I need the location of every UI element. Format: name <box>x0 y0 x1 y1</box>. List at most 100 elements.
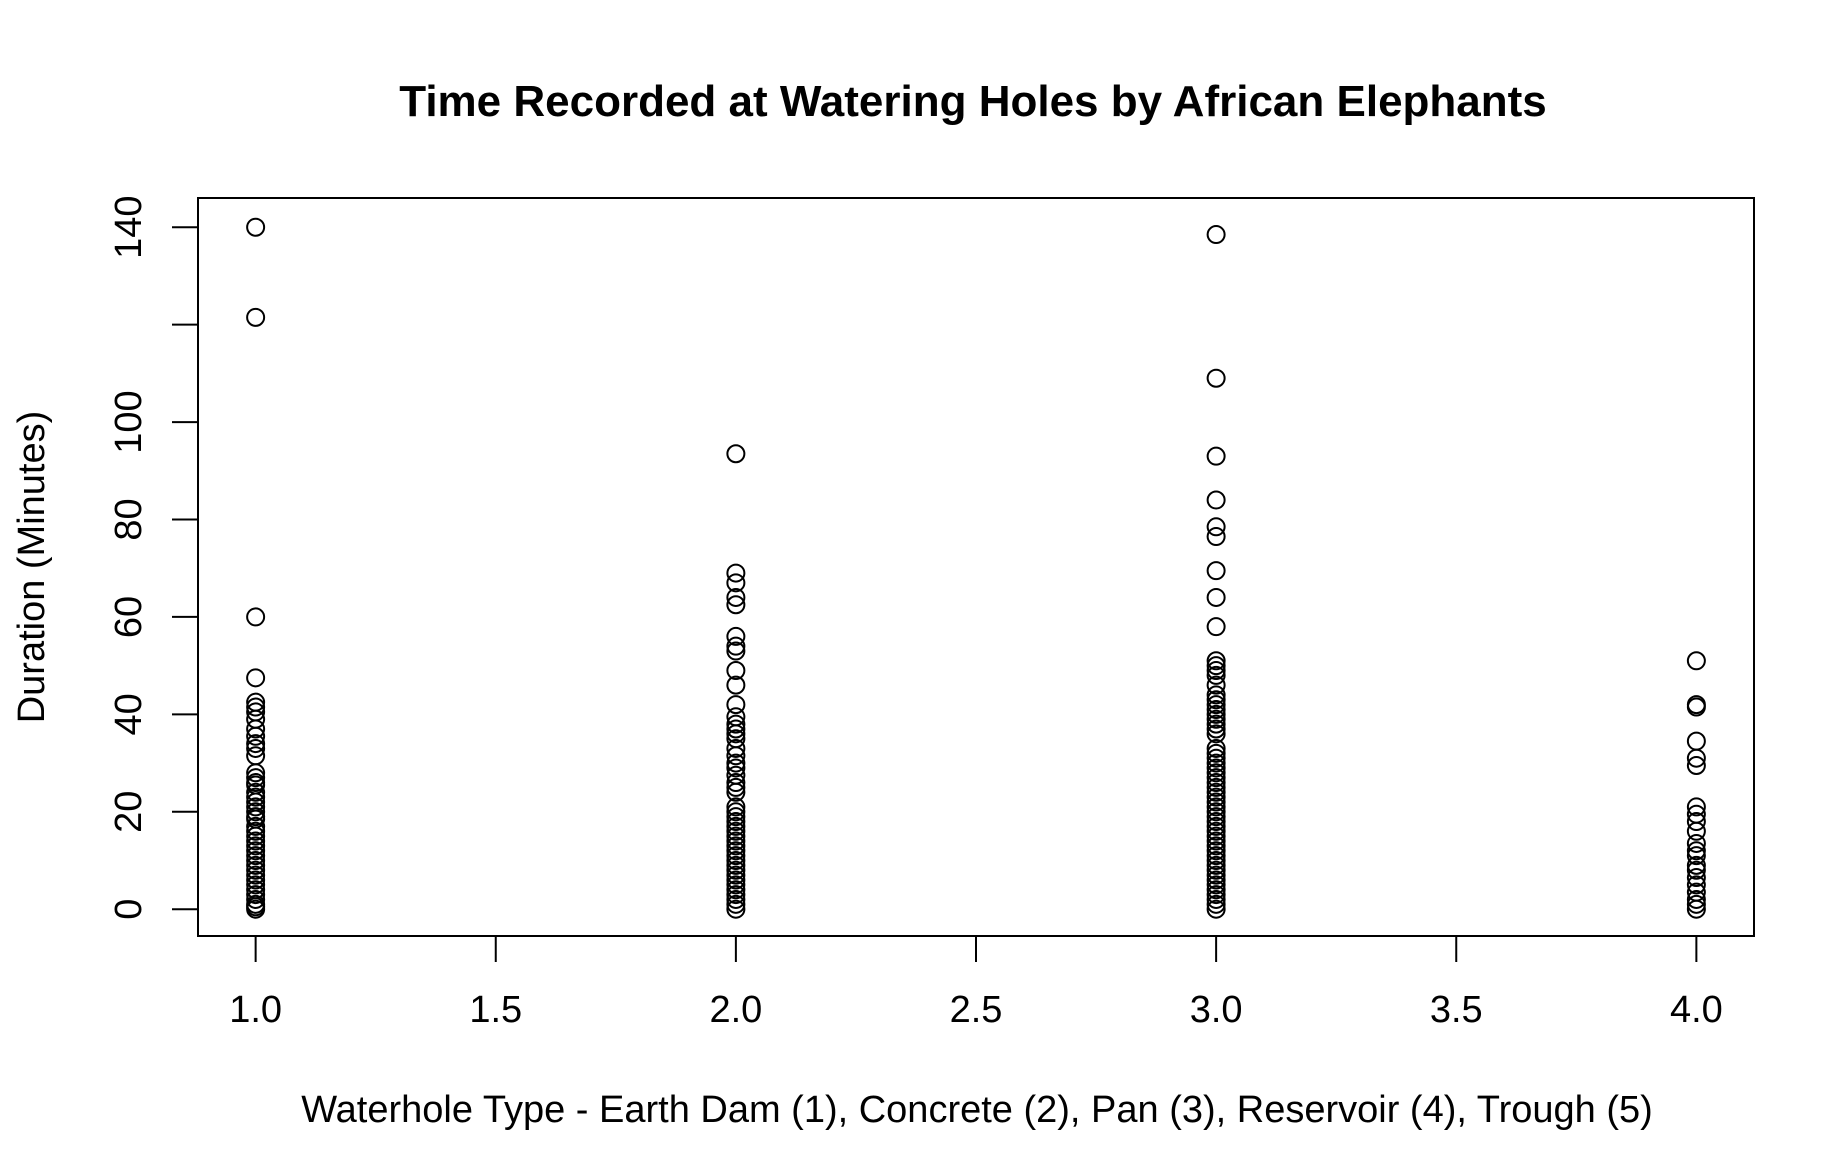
data-point <box>1206 821 1226 841</box>
data-point <box>726 724 746 744</box>
data-point <box>1206 446 1226 466</box>
x-axis: 1.0 1.5 2.0 2.5 3.0 3.5 4.0 <box>229 935 1723 1031</box>
data-point <box>1206 763 1226 783</box>
data-point <box>246 726 266 746</box>
y-axis: 0 20 40 60 80 100 140 <box>108 196 199 920</box>
data-point <box>1686 855 1706 875</box>
data-point <box>246 738 266 758</box>
data-point <box>726 865 746 885</box>
data-point <box>1206 753 1226 773</box>
data-point <box>1686 812 1706 832</box>
data-point <box>1206 894 1226 914</box>
data-point <box>1206 685 1226 705</box>
y-axis-label: Duration (Minutes) <box>11 411 53 724</box>
data-point <box>726 899 746 919</box>
data-point <box>1686 889 1706 909</box>
data-point <box>1206 870 1226 890</box>
data-point <box>726 889 746 909</box>
data-point <box>1206 617 1226 637</box>
data-point <box>726 885 746 905</box>
data-point <box>246 846 266 866</box>
data-point <box>1206 758 1226 778</box>
data-point <box>726 595 746 615</box>
data-point <box>1206 880 1226 900</box>
data-point <box>726 797 746 817</box>
x-tick-label: 3.5 <box>1430 989 1483 1031</box>
data-point <box>1206 738 1226 758</box>
plot-area-frame <box>197 197 1755 937</box>
data-point <box>1206 714 1226 734</box>
data-point <box>1206 846 1226 866</box>
data-point <box>246 787 266 807</box>
data-point <box>726 675 746 695</box>
data-point <box>726 641 746 661</box>
x-axis-label: Waterhole Type - Earth Dam (1), Concrete… <box>301 1089 1653 1131</box>
data-point <box>1206 527 1226 547</box>
data-point <box>1686 651 1706 671</box>
data-point <box>726 821 746 841</box>
data-point <box>1206 651 1226 671</box>
data-point <box>246 734 266 754</box>
data-point <box>246 826 266 846</box>
data-point <box>726 841 746 861</box>
x-tick-label: 3.0 <box>1190 989 1243 1031</box>
data-point <box>1206 797 1226 817</box>
data-point <box>1206 865 1226 885</box>
data-point <box>1206 802 1226 822</box>
data-point <box>246 836 266 856</box>
data-point <box>726 826 746 846</box>
data-point <box>726 807 746 827</box>
data-point <box>246 782 266 802</box>
data-point <box>1686 875 1706 895</box>
data-point <box>1206 855 1226 875</box>
data-point <box>1206 719 1226 739</box>
data-point <box>1206 656 1226 676</box>
data-point <box>1686 756 1706 776</box>
y-tick-label: 0 <box>108 899 150 920</box>
data-point <box>726 850 746 870</box>
data-point <box>726 870 746 890</box>
x-tick-label: 4.0 <box>1670 989 1723 1031</box>
data-point <box>1686 846 1706 866</box>
data-point <box>1206 695 1226 715</box>
data-point <box>726 719 746 739</box>
data-point <box>1206 587 1226 607</box>
data-point <box>726 753 746 773</box>
data-point <box>246 719 266 739</box>
x-tick-label: 2.5 <box>950 989 1003 1031</box>
data-point <box>726 836 746 856</box>
data-point <box>246 307 266 327</box>
data-point <box>1206 561 1226 581</box>
data-point <box>1206 782 1226 802</box>
data-point <box>1206 899 1226 919</box>
data-point <box>246 855 266 875</box>
data-point <box>1206 850 1226 870</box>
data-point <box>246 850 266 870</box>
data-point <box>246 865 266 885</box>
data-point <box>1686 797 1706 817</box>
data-point <box>726 661 746 681</box>
y-tick-label: 60 <box>108 596 150 638</box>
data-point <box>1206 768 1226 788</box>
data-point <box>1686 833 1706 853</box>
x-tick-label: 1.0 <box>229 989 282 1031</box>
data-point <box>1206 665 1226 685</box>
data-point <box>1206 709 1226 729</box>
data-point <box>246 217 266 237</box>
data-point <box>1206 661 1226 681</box>
data-point <box>1206 225 1226 245</box>
data-point <box>726 738 746 758</box>
data-points <box>246 217 1706 919</box>
data-point <box>1206 777 1226 797</box>
data-point <box>726 773 746 793</box>
data-point <box>1206 743 1226 763</box>
data-point <box>726 855 746 875</box>
data-point <box>246 607 266 627</box>
data-point <box>246 768 266 788</box>
data-point <box>1206 690 1226 710</box>
data-point <box>246 797 266 817</box>
data-point <box>246 870 266 890</box>
data-point <box>726 636 746 656</box>
data-point <box>1206 724 1226 744</box>
data-point <box>1206 816 1226 836</box>
